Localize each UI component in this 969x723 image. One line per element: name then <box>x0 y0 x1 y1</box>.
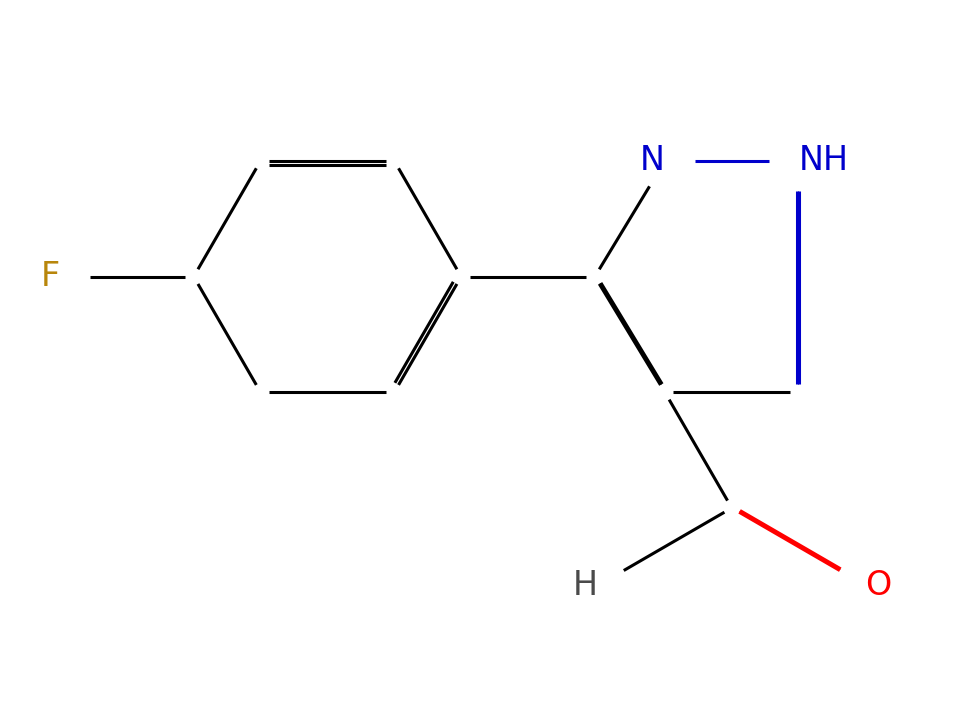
Text: F: F <box>41 260 60 293</box>
Text: H: H <box>573 569 598 602</box>
Text: N: N <box>640 145 665 177</box>
Text: NH: NH <box>798 145 849 177</box>
Text: O: O <box>865 569 891 602</box>
